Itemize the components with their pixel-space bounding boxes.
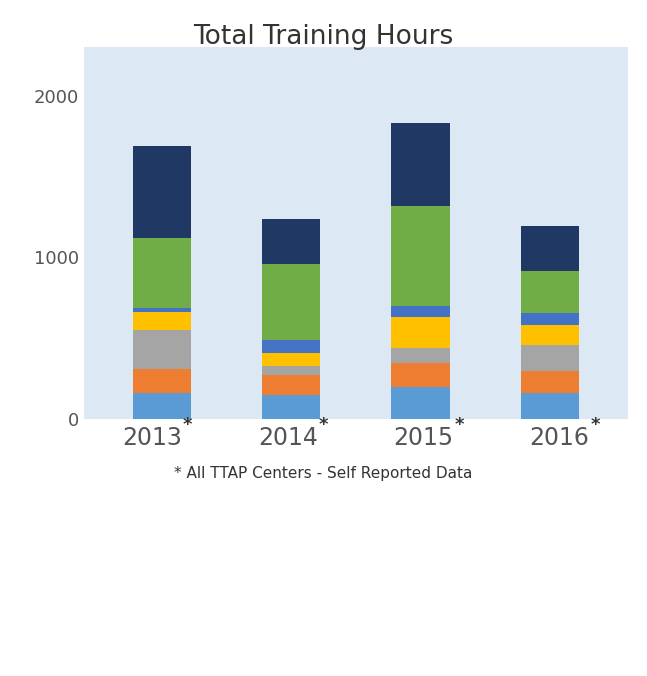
Text: 2016: 2016: [530, 426, 589, 450]
Bar: [391, 123, 450, 206]
Bar: [133, 308, 191, 312]
Bar: [262, 375, 320, 395]
Text: *: *: [455, 416, 464, 434]
Bar: [133, 393, 191, 419]
Bar: [133, 312, 191, 330]
Bar: [133, 369, 191, 393]
Bar: [262, 353, 320, 366]
Bar: [262, 395, 320, 419]
Bar: [521, 226, 579, 271]
Bar: [391, 387, 450, 419]
Text: Total Training Hours: Total Training Hours: [193, 24, 454, 49]
Bar: [521, 345, 579, 370]
Bar: [133, 330, 191, 369]
Bar: [133, 146, 191, 238]
Bar: [391, 317, 450, 348]
Bar: [521, 313, 579, 325]
Bar: [521, 325, 579, 345]
Bar: [133, 238, 191, 308]
Text: *: *: [319, 416, 328, 434]
Text: 5 Year Average: 5 Year Average: [259, 516, 400, 535]
Bar: [262, 366, 320, 375]
Text: *: *: [591, 416, 600, 434]
Bar: [262, 218, 320, 264]
Text: 576 hours: 576 hours: [487, 626, 580, 644]
Bar: [391, 206, 450, 306]
Bar: [521, 271, 579, 313]
Bar: [391, 362, 450, 387]
Text: 233 hours: 233 hours: [487, 570, 580, 587]
Bar: [391, 348, 450, 362]
Bar: [521, 370, 579, 393]
Text: 2014: 2014: [258, 426, 318, 450]
Bar: [521, 393, 579, 419]
Bar: [391, 306, 450, 317]
Text: *: *: [183, 416, 192, 434]
Text: 2013: 2013: [122, 426, 182, 450]
Bar: [262, 340, 320, 353]
Text: 2015: 2015: [394, 426, 454, 450]
Text: TTAP Center :: TTAP Center :: [80, 570, 208, 587]
Text: * All TTAP Centers - Self Reported Data: * All TTAP Centers - Self Reported Data: [174, 466, 473, 481]
Bar: [262, 264, 320, 340]
Text: Comparably Funded LTAP Centers:: Comparably Funded LTAP Centers:: [80, 626, 400, 644]
